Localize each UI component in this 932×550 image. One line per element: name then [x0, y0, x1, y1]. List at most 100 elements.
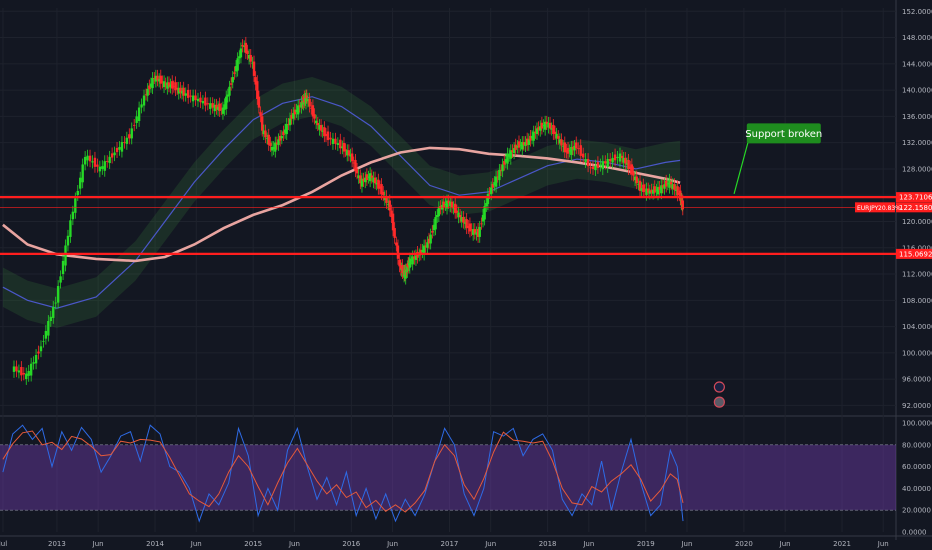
y-tick-label: 92.0000 — [902, 402, 931, 410]
candle-body — [436, 214, 439, 218]
candle-body — [313, 114, 316, 119]
candle-body — [460, 217, 463, 222]
x-tick-label: 2013 — [48, 540, 66, 548]
x-tick-label: 2014 — [146, 540, 164, 548]
candle-body — [113, 152, 116, 156]
candle-body — [485, 202, 488, 207]
candle-body — [269, 142, 272, 146]
candle-body — [630, 164, 634, 175]
candle-body — [647, 188, 650, 193]
candle-body — [462, 217, 465, 223]
candle-body — [468, 223, 472, 232]
candle-body — [618, 153, 622, 162]
candle-body — [44, 330, 48, 339]
candle-body — [599, 164, 602, 166]
candle-body — [648, 190, 652, 194]
candle-body — [606, 158, 609, 167]
candle-body — [534, 131, 537, 133]
candle-body — [215, 104, 218, 109]
candle-body — [367, 176, 370, 178]
moving-average-100-line — [2, 96, 681, 309]
candle-body — [347, 150, 351, 156]
candle-body — [679, 190, 682, 200]
candle-body — [318, 125, 321, 130]
candle-body — [140, 104, 143, 108]
candle-body — [481, 214, 485, 222]
candle-body — [319, 125, 323, 131]
candle-body — [548, 122, 552, 129]
candle-body — [624, 157, 627, 164]
candle-body — [563, 142, 566, 153]
candle-body — [382, 191, 385, 196]
candle-body — [12, 366, 16, 372]
candle-body — [234, 66, 238, 72]
candle-body — [133, 124, 136, 126]
oscillator-y-tick-label: 80.0000 — [902, 441, 931, 449]
candle-body — [470, 229, 473, 231]
x-tick-label: Jul — [0, 540, 7, 548]
candle-body — [581, 153, 585, 158]
candle-body — [110, 153, 114, 158]
candle-body — [314, 120, 318, 124]
candle-body — [608, 158, 612, 162]
candle-body — [83, 156, 87, 165]
candle-body — [287, 123, 290, 125]
candle-body — [570, 146, 573, 155]
candle-body — [419, 249, 423, 255]
candle-body — [86, 155, 89, 161]
candle-body — [511, 150, 514, 153]
candle-body — [552, 124, 555, 135]
candle-body — [177, 87, 180, 94]
candle-body — [395, 242, 398, 246]
y-tick-label: 144.0000 — [902, 60, 932, 68]
candle-body — [37, 351, 40, 354]
candle-body — [444, 203, 447, 206]
candle-body — [29, 363, 33, 376]
candle-body — [442, 201, 445, 208]
candle-body — [645, 188, 648, 195]
candle-body — [316, 122, 320, 126]
y-tick-label: 108.0000 — [902, 297, 932, 305]
candle-body — [629, 166, 632, 169]
candle-body — [375, 183, 378, 185]
candle-body — [388, 200, 391, 211]
candle-body — [409, 259, 413, 261]
candle-body — [506, 153, 509, 164]
candle-body — [252, 61, 256, 76]
candle-body — [516, 145, 519, 148]
candle-body — [221, 107, 225, 114]
candle-body — [499, 169, 503, 171]
candle-body — [323, 127, 326, 137]
y-tick-label: 148.0000 — [902, 34, 932, 42]
candle-body — [437, 207, 441, 217]
candle-body — [577, 148, 580, 150]
candle-body — [663, 184, 666, 189]
candle-body — [414, 255, 418, 260]
candle-body — [166, 82, 169, 89]
candle-body — [101, 166, 104, 169]
candle-body — [218, 103, 221, 112]
x-tick-label: 2021 — [833, 540, 851, 548]
candle-body — [365, 174, 369, 181]
candle-body — [259, 112, 262, 117]
y-tick-label: 132.0000 — [902, 139, 932, 147]
candle-body — [635, 176, 638, 184]
candle-body — [256, 81, 259, 99]
candle-body — [467, 225, 470, 229]
candle-body — [128, 134, 131, 139]
candle-body — [643, 189, 647, 191]
candle-body — [486, 194, 490, 205]
candle-body — [144, 94, 148, 96]
event-marker-icon — [713, 396, 725, 408]
candle-body — [171, 81, 174, 89]
candle-body — [194, 95, 197, 101]
candle-body — [543, 121, 547, 130]
candle-body — [54, 302, 57, 304]
candle-body — [233, 72, 236, 74]
candle-body — [123, 142, 126, 143]
candle-body — [280, 136, 284, 139]
candle-body — [305, 95, 308, 98]
y-tick-label: 116.0000 — [902, 244, 932, 252]
candle-body — [295, 109, 298, 113]
